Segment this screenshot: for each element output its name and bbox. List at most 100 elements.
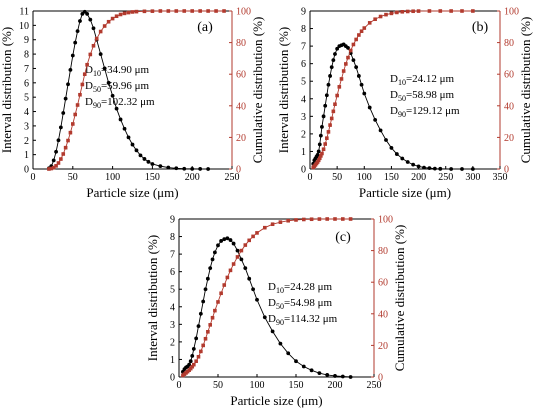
x-tick-label: 100 <box>105 172 120 183</box>
y-left-axis-title: Interval distribution (%) <box>145 235 160 361</box>
x-axis-title: Particle size (μm) <box>359 185 451 200</box>
interval-point <box>54 149 58 154</box>
interval-point <box>340 374 345 379</box>
y-left-tick-label: 5 <box>301 77 306 88</box>
y-left-tick-label: 4 <box>24 107 29 118</box>
y-right-tick-label: 40 <box>236 101 246 112</box>
interval-point <box>206 167 211 171</box>
interval-point <box>348 375 353 379</box>
interval-point <box>198 311 203 316</box>
cumulative-point <box>201 343 205 348</box>
interval-point <box>262 315 267 320</box>
interval-point <box>196 324 201 328</box>
y-left-tick-label: 9 <box>301 7 306 18</box>
interval-point <box>134 148 139 153</box>
interval-point <box>432 166 437 171</box>
cumulative-point <box>231 262 236 266</box>
cumulative-point <box>348 217 353 221</box>
y-left-tick-label: 7 <box>301 42 306 53</box>
x-tick-label: 150 <box>384 172 399 183</box>
interval-point <box>389 146 394 150</box>
interval-point <box>317 142 322 147</box>
y-left-tick-label: 2 <box>24 136 29 147</box>
y-right-tick-label: 60 <box>378 278 388 289</box>
x-tick-label: 50 <box>213 380 223 391</box>
cumulative-point <box>348 48 353 53</box>
cumulative-point <box>199 349 203 354</box>
y-left-tick-label: 7 <box>24 64 29 75</box>
interval-point <box>142 157 147 161</box>
cumulative-point <box>344 62 348 66</box>
y-left-tick-label: 8 <box>24 50 29 61</box>
interval-point <box>122 126 127 131</box>
interval-point <box>362 91 367 96</box>
cumulative-point <box>320 151 324 156</box>
cumulative-point <box>373 17 377 22</box>
interval-point <box>188 359 193 364</box>
interval-point <box>316 149 321 154</box>
cumulative-point <box>188 366 193 371</box>
cumulative-point <box>68 130 73 135</box>
cumulative-point <box>302 217 306 222</box>
x-tick-label: 150 <box>145 172 160 183</box>
panel-label: (c) <box>335 230 351 245</box>
y-left-tick-label: 6 <box>170 267 175 278</box>
cumulative-point <box>325 136 329 140</box>
interval-point <box>228 238 233 242</box>
cumulative-point <box>317 217 322 221</box>
interval-point <box>378 128 383 133</box>
interval-point <box>73 40 78 45</box>
cumulative-point <box>294 218 298 222</box>
y-left-tick-label: 1 <box>301 147 306 158</box>
interval-point <box>328 74 332 78</box>
x-tick-label: 100 <box>250 380 265 391</box>
cumulative-point <box>182 9 187 13</box>
interval-point <box>243 266 248 271</box>
cumulative-point <box>91 43 96 48</box>
cumulative-point <box>263 225 267 230</box>
cumulative-point <box>49 166 54 171</box>
cumulative-point <box>316 158 321 163</box>
interval-point <box>91 26 96 31</box>
cumulative-point <box>251 234 255 239</box>
interval-point <box>88 17 93 22</box>
interval-point <box>329 65 334 70</box>
cumulative-point <box>98 29 103 34</box>
y-right-tick-label: 40 <box>504 101 514 112</box>
cumulative-point <box>192 362 196 367</box>
cumulative-point <box>335 93 339 98</box>
interval-point <box>187 362 192 367</box>
interval-point <box>315 153 320 157</box>
stat-d90: D90=102.32 μm <box>85 96 155 110</box>
x-tick-label: 200 <box>328 380 343 391</box>
cumulative-point <box>194 359 198 363</box>
interval-point <box>210 257 215 262</box>
cumulative-point <box>405 9 410 14</box>
cumulative-point <box>150 9 155 13</box>
cumulative-point <box>190 9 194 13</box>
interval-point <box>208 266 213 271</box>
interval-point <box>301 364 306 369</box>
cumulative-point <box>85 62 89 67</box>
y-right-axis-title: Cumulative distribution (%) <box>392 225 407 372</box>
cumulative-point <box>400 9 405 14</box>
cumulative-point <box>331 109 336 114</box>
interval-point <box>138 153 143 158</box>
cumulative-point <box>106 19 111 24</box>
interval-point <box>66 82 70 87</box>
y-left-tick-label: 4 <box>170 302 175 313</box>
interval-point <box>85 11 90 16</box>
cumulative-point <box>94 36 99 41</box>
cumulative-point <box>328 123 332 127</box>
interval-point <box>56 138 61 143</box>
interval-point <box>324 93 329 98</box>
cumulative-point <box>395 10 399 15</box>
stat-d90: D90=114.32 μm <box>268 313 338 327</box>
x-tick-label: 250 <box>225 172 240 183</box>
interval-point <box>333 374 337 378</box>
interval-point <box>384 138 388 142</box>
interval-point <box>130 142 135 147</box>
cumulative-point <box>286 218 290 223</box>
interval-point <box>394 152 399 156</box>
cumulative-point <box>110 16 115 21</box>
